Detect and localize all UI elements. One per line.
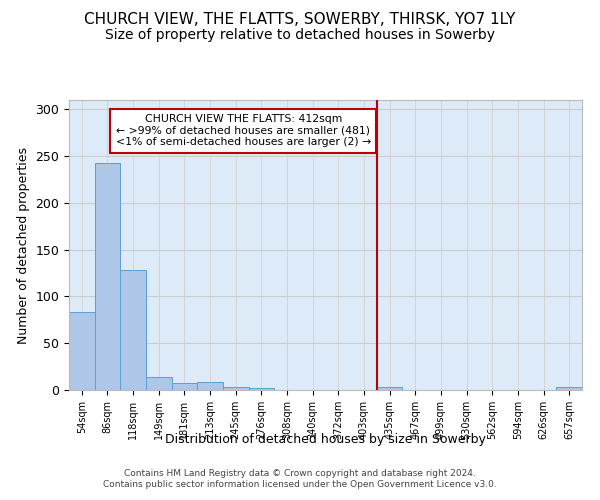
Bar bbox=[172, 384, 197, 390]
Bar bbox=[377, 387, 403, 390]
Bar bbox=[223, 387, 248, 390]
Y-axis label: Number of detached properties: Number of detached properties bbox=[17, 146, 30, 344]
Text: Size of property relative to detached houses in Sowerby: Size of property relative to detached ho… bbox=[105, 28, 495, 42]
Bar bbox=[121, 270, 146, 390]
Text: CHURCH VIEW, THE FLATTS, SOWERBY, THIRSK, YO7 1LY: CHURCH VIEW, THE FLATTS, SOWERBY, THIRSK… bbox=[85, 12, 515, 28]
Text: Contains HM Land Registry data © Crown copyright and database right 2024.: Contains HM Land Registry data © Crown c… bbox=[124, 469, 476, 478]
Bar bbox=[248, 388, 274, 390]
Bar bbox=[69, 312, 95, 390]
Text: Contains public sector information licensed under the Open Government Licence v3: Contains public sector information licen… bbox=[103, 480, 497, 489]
Text: CHURCH VIEW THE FLATTS: 412sqm
← >99% of detached houses are smaller (481)
<1% o: CHURCH VIEW THE FLATTS: 412sqm ← >99% of… bbox=[116, 114, 371, 147]
Bar bbox=[556, 387, 582, 390]
Text: Distribution of detached houses by size in Sowerby: Distribution of detached houses by size … bbox=[166, 432, 486, 446]
Bar bbox=[146, 377, 172, 390]
Bar bbox=[197, 382, 223, 390]
Bar bbox=[95, 162, 121, 390]
